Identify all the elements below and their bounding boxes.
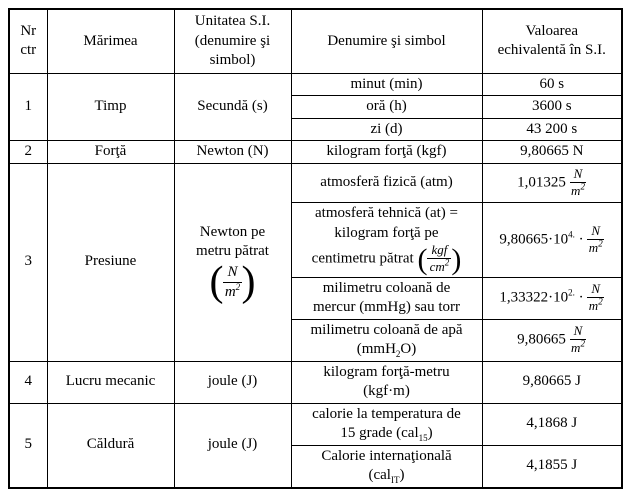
table-row-forta: 2 Forţă Newton (N) kilogram forţă (kgf) … bbox=[8, 140, 623, 164]
table-row-presiune-mmh2o: milimetru coloană de apă (mmH2O) 9,80665… bbox=[9, 318, 623, 362]
table-row-presiune-at: atmosferă tehnică (at) = kilogram forţă … bbox=[9, 201, 623, 278]
table-row-caldura-cal15: 5 Căldură joule (J) calorie la temperatu… bbox=[8, 402, 623, 488]
cell-forta-denumire: kilogram forţă (kgf) bbox=[290, 140, 483, 164]
cell-lucru-denumire: kilogram forţă-metru (kgf·m) bbox=[290, 360, 483, 404]
cell-caldura-unitate: joule (J) bbox=[173, 402, 292, 488]
right-paren: ) bbox=[241, 258, 256, 305]
cell-ora-valoare: 3600 s bbox=[481, 95, 623, 119]
cell-mmh2o-denumire: milimetru coloană de apă (mmH2O) bbox=[290, 318, 483, 362]
table-row-timp-zi: zi (d) 43 200 s bbox=[9, 117, 623, 141]
header-row: Nr ctr Mărimea Unitatea S.I. (denumire ş… bbox=[8, 8, 623, 74]
cell-forta-valoare: 9,80665 N bbox=[481, 140, 623, 164]
cell-minut-valoare: 60 s bbox=[481, 72, 623, 96]
cell-timp-nr: 1 bbox=[8, 72, 48, 141]
unit-metru-patrat: metru pătrat bbox=[196, 243, 269, 260]
cell-cal15-valoare: 4,1868 J bbox=[481, 402, 623, 446]
left-paren: ( bbox=[209, 258, 224, 305]
cell-cal15-denumire: calorie la temperatura de 15 grade (cal1… bbox=[290, 402, 483, 446]
cell-presiune-marime: Presiune bbox=[46, 162, 175, 362]
cell-ora-denumire: oră (h) bbox=[290, 95, 483, 119]
table-row-timp-minut: 1 Timp Secundă (s) minut (min) 60 s bbox=[8, 72, 623, 141]
header-marimea: Mărimea bbox=[46, 8, 175, 74]
cell-timp-unitate: Secundă (s) bbox=[173, 72, 292, 141]
cell-atm-denumire: atmosferă fizică (atm) bbox=[290, 162, 483, 203]
header-denumire-simbol: Denumire şi simbol bbox=[290, 8, 483, 74]
cell-lucru-unitate: joule (J) bbox=[173, 360, 292, 404]
cell-forta-unitate: Newton (N) bbox=[173, 140, 292, 164]
table-row-lucru: 4 Lucru mecanic joule (J) kilogram forţă… bbox=[8, 360, 623, 404]
table-row-presiune-mmhg: milimetru coloană de mercur (mmHg) sau t… bbox=[9, 276, 623, 320]
cell-presiune-nr: 3 bbox=[8, 162, 48, 362]
cell-timp-marime: Timp bbox=[46, 72, 175, 141]
cell-zi-valoare: 43 200 s bbox=[481, 117, 623, 141]
fraction-kgf-per-cm2: kgf cm2 bbox=[427, 242, 452, 275]
header-valoarea: Valoarea echivalentă în S.I. bbox=[481, 8, 623, 74]
cell-caldura-marime: Căldură bbox=[46, 402, 175, 488]
left-paren: ( bbox=[417, 242, 428, 276]
cell-lucru-nr: 4 bbox=[8, 360, 48, 404]
header-unitatea-si: Unitatea S.I. (denumire şi simbol) bbox=[173, 8, 292, 74]
cell-lucru-valoare: 9,80665 J bbox=[481, 360, 623, 404]
header-nr: Nr ctr bbox=[8, 8, 48, 74]
cell-lucru-marime: Lucru mecanic bbox=[46, 360, 175, 404]
units-table: Nr ctr Mărimea Unitatea S.I. (denumire ş… bbox=[8, 8, 623, 489]
cell-mmhg-denumire: milimetru coloană de mercur (mmHg) sau t… bbox=[290, 276, 483, 320]
cell-calit-denumire: Calorie internaţională (calIT) bbox=[290, 444, 483, 488]
cell-calit-valoare: 4,1855 J bbox=[481, 444, 623, 488]
cell-minut-denumire: minut (min) bbox=[290, 72, 483, 96]
unit-newton-pe: Newton pe bbox=[199, 223, 266, 240]
cell-at-denumire: atmosferă tehnică (at) = kilogram forţă … bbox=[290, 201, 483, 278]
right-paren: ) bbox=[451, 242, 462, 276]
cell-caldura-nr: 5 bbox=[8, 402, 48, 488]
cell-forta-marime: Forţă bbox=[46, 140, 175, 164]
cell-zi-denumire: zi (d) bbox=[290, 117, 483, 141]
cell-forta-nr: 2 bbox=[8, 140, 48, 164]
